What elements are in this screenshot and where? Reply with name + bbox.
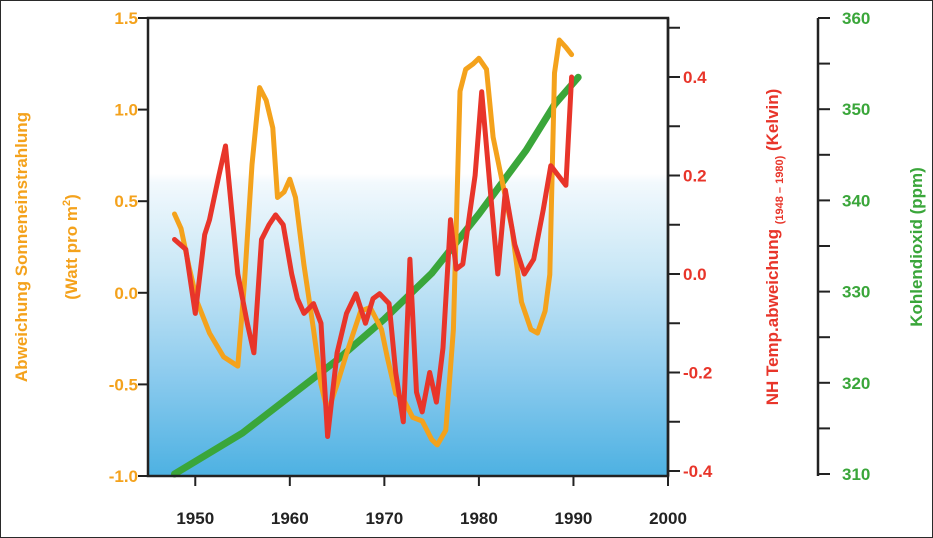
co2-tick-label: 340 (842, 191, 870, 210)
x-tick-label: 1960 (271, 509, 309, 528)
x-tick-label: 1950 (176, 509, 214, 528)
series-layer (171, 37, 582, 478)
co2-tick-label: 320 (842, 374, 870, 393)
x-tick-label: 2000 (649, 509, 687, 528)
temperature-tick-label: 0.4 (683, 68, 707, 87)
x-tick-label: 1990 (555, 509, 593, 528)
temperature-tick-label: 0.0 (683, 265, 707, 284)
solar-irradiance-line (172, 37, 575, 448)
temperature-axis-ticks: -0.4 -0.2 0.0 0.2 0.4 (668, 26, 713, 481)
x-axis-ticks: 1950 1960 1970 1980 1990 2000 (176, 476, 687, 528)
left-tick-label: -1.0 (109, 467, 138, 486)
left-axis-label-line1: Abweichung Sonneneinstrahlung (12, 112, 31, 382)
x-tick-label: 1970 (365, 509, 403, 528)
nh-temperature-line (172, 74, 575, 439)
temperature-tick-label: 0.2 (683, 167, 707, 186)
co2-tick-label: 360 (842, 9, 870, 28)
co2-axis-label: Kohlendioxid (ppm) (907, 167, 926, 327)
temperature-axis-label: NH Temp.abweichung (1948 – 1980) (Kelvin… (763, 89, 786, 406)
left-axis-ticks: -1.0 -0.5 0.0 0.5 1.0 1.5 (109, 9, 148, 486)
temperature-tick-label: -0.2 (683, 364, 712, 383)
co2-axis-ticks: 310 320 330 340 350 360 (818, 9, 870, 484)
left-axis-label-line2: (Watt pro m2) (61, 194, 81, 300)
left-tick-label: -0.5 (109, 375, 138, 394)
left-tick-label: 1.5 (114, 9, 138, 28)
left-tick-label: 1.0 (114, 101, 138, 120)
x-tick-label: 1980 (460, 509, 498, 528)
left-tick-label: 0.0 (114, 284, 138, 303)
co2-tick-label: 310 (842, 465, 870, 484)
left-tick-label: 0.5 (114, 192, 138, 211)
co2-tick-label: 330 (842, 283, 870, 302)
co2-tick-label: 350 (842, 100, 870, 119)
temperature-tick-label: -0.4 (683, 462, 713, 481)
